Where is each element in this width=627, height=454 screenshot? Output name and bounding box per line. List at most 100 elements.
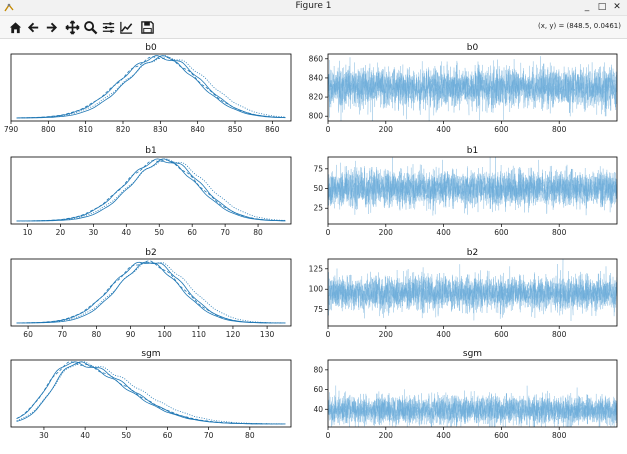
trace-line-chain-4	[328, 60, 617, 120]
x-tick-label: 0	[326, 125, 331, 134]
y-tick-label: 860	[309, 54, 324, 63]
axes-frame	[10, 53, 292, 122]
axes-frame	[327, 258, 618, 327]
x-tick-label: 60	[23, 330, 33, 339]
configure-subplots-button[interactable]	[99, 18, 117, 36]
x-tick-label: 130	[260, 330, 275, 339]
axes-title: b2	[467, 248, 478, 258]
matplotlib-app-icon	[4, 3, 14, 12]
density-line-chain-3	[16, 56, 286, 119]
x-tick-label: 400	[436, 228, 451, 237]
back-arrow-icon	[27, 22, 38, 32]
axes-title: sgm	[141, 349, 160, 359]
y-tick-label: 100	[309, 285, 324, 294]
x-tick-label: 800	[41, 125, 56, 134]
x-tick-label: 80	[92, 330, 102, 339]
trace-line-chain-4	[328, 385, 617, 427]
close-button[interactable]: ✕	[613, 2, 621, 12]
home-button[interactable]	[6, 18, 24, 36]
axes-title: b0	[145, 43, 157, 53]
x-tick-label: 800	[552, 330, 567, 339]
x-tick-label: 400	[436, 330, 451, 339]
x-tick-label: 200	[379, 330, 394, 339]
density-line-chain-1	[16, 261, 286, 324]
line-chart-icon	[119, 21, 132, 34]
density-line-chain-2	[16, 158, 286, 222]
x-tick-label: 200	[379, 228, 394, 237]
save-button[interactable]	[138, 18, 156, 36]
y-tick-label: 60	[313, 385, 323, 394]
window-titlebar: Figure 1 _ □ ✕	[0, 0, 627, 16]
x-tick-label: 70	[204, 431, 214, 440]
window-title: Figure 1	[295, 1, 332, 11]
density-line-chain-3	[16, 260, 286, 324]
x-tick-label: 860	[265, 125, 280, 134]
y-tick-label: 40	[313, 405, 323, 414]
edit-axis-button[interactable]	[117, 18, 135, 36]
cursor-coordinates: (x, y) = (848.5, 0.0461)	[538, 22, 621, 30]
x-tick-label: 830	[153, 125, 168, 134]
x-tick-label: 600	[494, 125, 509, 134]
density-line-chain-2	[16, 55, 286, 119]
y-tick-label: 840	[309, 73, 324, 82]
pan-button[interactable]	[63, 18, 81, 36]
home-icon	[9, 21, 21, 33]
density-line-chain-2	[16, 361, 286, 425]
x-tick-label: 800	[552, 125, 567, 134]
zoom-magnifier-icon	[83, 20, 97, 34]
x-tick-label: 20	[56, 228, 66, 237]
x-tick-label: 0	[326, 228, 331, 237]
x-tick-label: 810	[79, 125, 94, 134]
figure-canvas[interactable]: b0 790 800 810 820 830 840 850 860 b0 0 200 400 600 80…	[0, 39, 627, 454]
x-tick-label: 400	[436, 431, 451, 440]
minimize-button[interactable]: _	[584, 2, 590, 12]
trace-line-chain-4	[328, 259, 617, 319]
navigation-toolbar: (x, y) = (848.5, 0.0461)	[0, 16, 627, 39]
x-tick-label: 30	[39, 431, 49, 440]
zoom-button[interactable]	[81, 18, 99, 36]
y-tick-label: 125	[309, 264, 324, 273]
axes-frame	[327, 359, 618, 428]
x-tick-label: 40	[80, 431, 90, 440]
x-tick-label: 600	[494, 330, 509, 339]
x-tick-label: 80	[253, 228, 263, 237]
x-tick-label: 50	[154, 228, 164, 237]
x-tick-label: 200	[379, 125, 394, 134]
x-tick-label: 60	[187, 228, 197, 237]
density-line-chain-2	[16, 261, 286, 324]
axes-frame	[10, 258, 292, 327]
maximize-button[interactable]: □	[597, 2, 607, 12]
x-tick-label: 40	[122, 228, 132, 237]
x-tick-label: 50	[122, 431, 132, 440]
x-tick-label: 90	[126, 330, 136, 339]
trace-line-chain-3	[328, 385, 617, 427]
x-tick-label: 110	[192, 330, 207, 339]
x-tick-label: 120	[226, 330, 241, 339]
density-line-chain-3	[16, 361, 286, 425]
pan-icon	[64, 19, 80, 35]
x-tick-label: 790	[4, 125, 19, 134]
density-line-chain-4	[16, 55, 286, 119]
save-floppy-icon	[140, 20, 154, 34]
x-tick-label: 70	[57, 330, 67, 339]
density-line-chain-4	[16, 158, 286, 222]
trace-line-chain-4	[328, 166, 617, 215]
y-tick-label: 80	[313, 365, 323, 374]
density-line-chain-4	[16, 261, 286, 324]
axes-title: b0	[467, 43, 479, 53]
density-line-chain-1	[16, 158, 286, 222]
x-tick-label: 0	[326, 330, 331, 339]
back-button[interactable]	[24, 18, 42, 36]
axes-title: b2	[145, 248, 156, 258]
x-tick-label: 30	[89, 228, 99, 237]
sliders-icon	[102, 21, 114, 33]
axes-frame	[327, 53, 618, 122]
x-tick-label: 400	[436, 125, 451, 134]
x-tick-label: 100	[157, 330, 172, 339]
y-tick-label: 75	[313, 164, 323, 173]
density-line-chain-1	[16, 55, 286, 119]
forward-button[interactable]	[42, 18, 60, 36]
x-tick-label: 80	[245, 431, 255, 440]
x-tick-label: 200	[379, 431, 394, 440]
